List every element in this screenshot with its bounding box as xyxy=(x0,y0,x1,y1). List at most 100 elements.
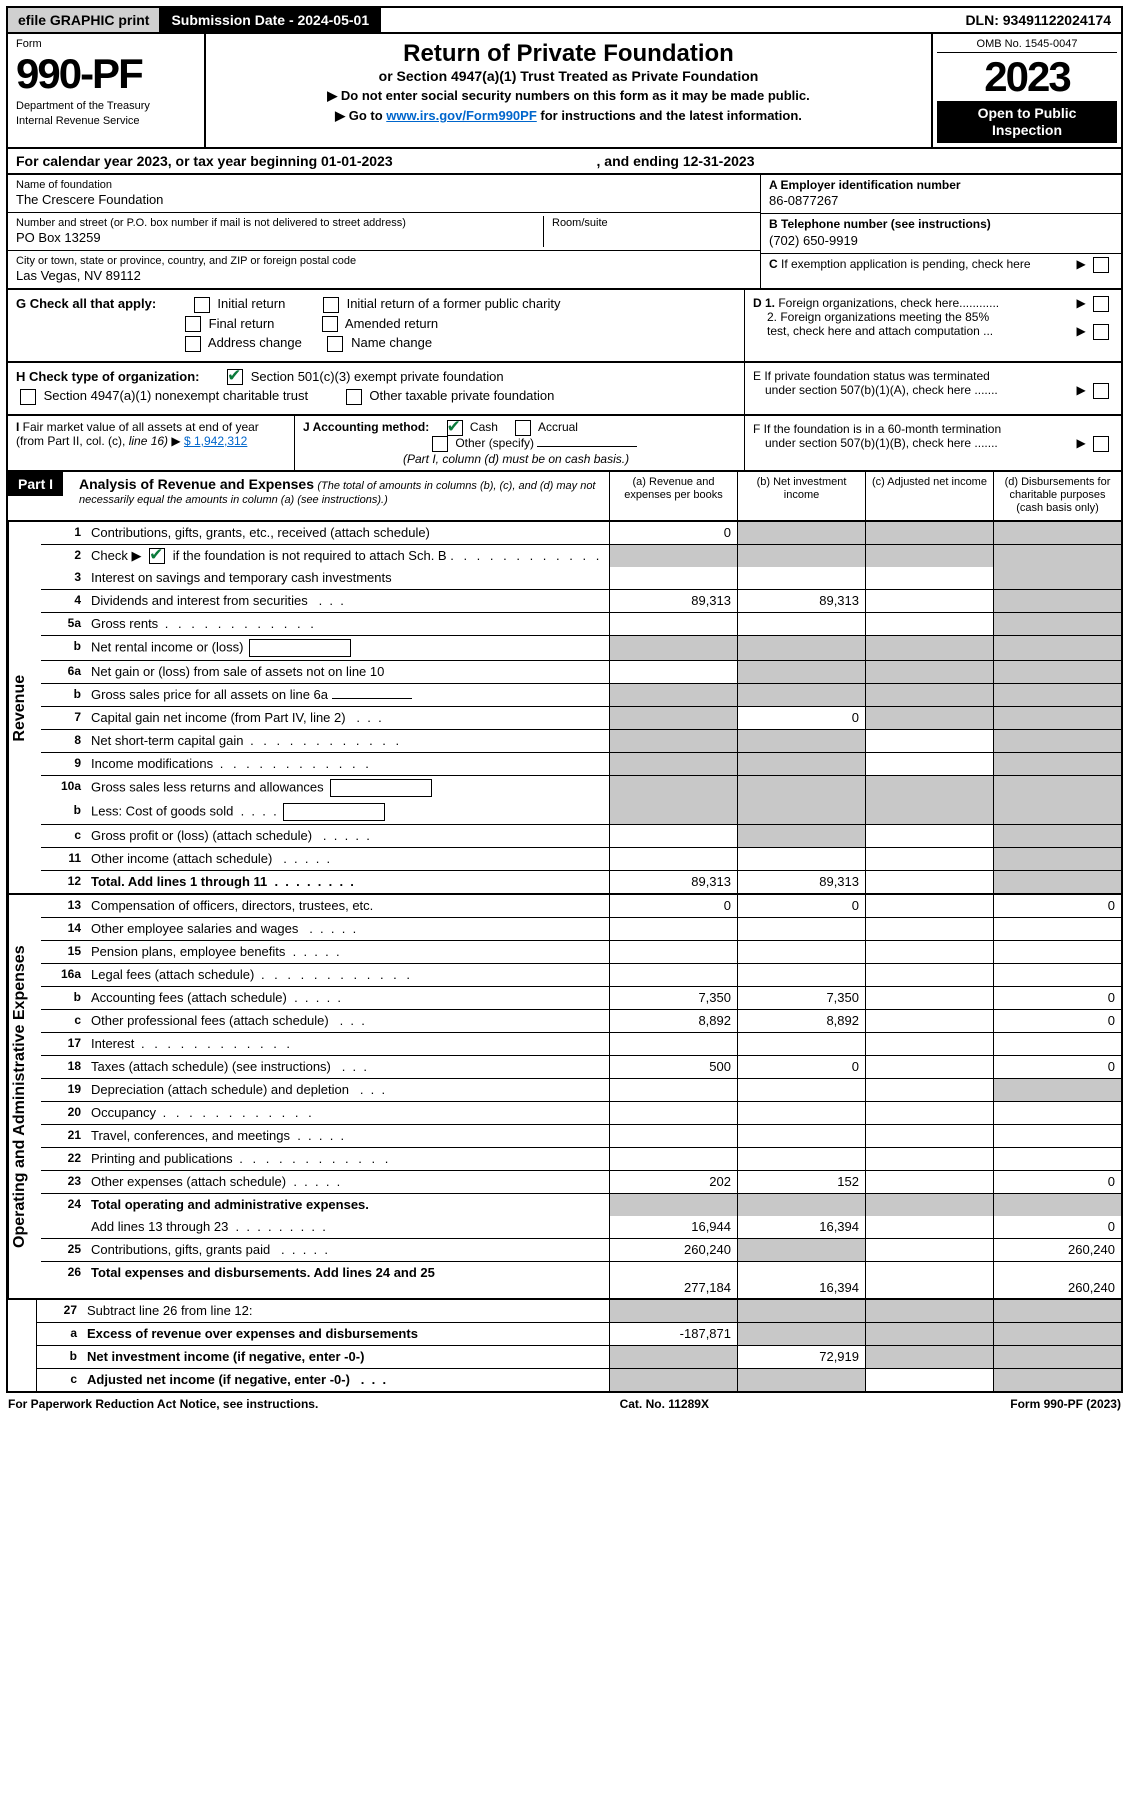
line10b-box xyxy=(283,803,385,821)
col-d-head: (d) Disbursements for charitable purpose… xyxy=(993,472,1121,520)
room-label: Room/suite xyxy=(552,216,752,230)
g-label: G Check all that apply: xyxy=(16,296,156,311)
open-public: Open to Public Inspection xyxy=(937,101,1117,143)
phone-label: B Telephone number (see instructions) xyxy=(769,217,1113,233)
h-label: H Check type of organization: xyxy=(16,369,199,384)
footer: For Paperwork Reduction Act Notice, see … xyxy=(6,1393,1123,1415)
form-header: Form 990-PF Department of the Treasury I… xyxy=(6,34,1123,149)
ein-cell: A Employer identification number 86-0877… xyxy=(761,175,1121,214)
instr-2: ▶ Go to www.irs.gov/Form990PF for instru… xyxy=(216,108,921,124)
c-label: C If exemption application is pending, c… xyxy=(769,257,1031,271)
part1-label-wrap: Part I xyxy=(8,472,71,520)
ein-value: 86-0877267 xyxy=(769,193,1113,210)
expenses-table: Operating and Administrative Expenses 13… xyxy=(6,895,1123,1300)
tax-year: 2023 xyxy=(937,53,1117,101)
chk-f[interactable] xyxy=(1093,436,1109,452)
col-a-head: (a) Revenue and expenses per books xyxy=(609,472,737,520)
i-j-section: I Fair market value of all assets at end… xyxy=(8,416,744,470)
footer-mid: Cat. No. 11289X xyxy=(620,1397,709,1411)
sub-title: or Section 4947(a)(1) Trust Treated as P… xyxy=(216,68,921,84)
phone-value: (702) 650-9919 xyxy=(769,233,1113,250)
info-block: Name of foundation The Crescere Foundati… xyxy=(6,175,1123,291)
street-address: PO Box 13259 xyxy=(16,230,543,247)
top-bar: efile GRAPHIC print Submission Date - 20… xyxy=(6,6,1123,34)
form-number: 990-PF xyxy=(16,50,196,98)
foundation-name: The Crescere Foundation xyxy=(16,192,752,209)
col-c-head: (c) Adjusted net income xyxy=(865,472,993,520)
cal-year-begin: For calendar year 2023, or tax year begi… xyxy=(16,153,393,169)
revenue-label: Revenue xyxy=(8,522,41,894)
chk-name-change[interactable] xyxy=(327,336,343,352)
form-number-cell: Form 990-PF Department of the Treasury I… xyxy=(8,34,206,147)
chk-initial-former[interactable] xyxy=(323,297,339,313)
chk-501c3[interactable] xyxy=(227,369,243,385)
footer-right: Form 990-PF (2023) xyxy=(1010,1397,1121,1411)
spacer xyxy=(381,8,955,32)
part1-label: Part I xyxy=(8,472,63,496)
instr2-pre: ▶ Go to xyxy=(335,108,386,123)
addr-cell: Number and street (or P.O. box number if… xyxy=(8,213,760,251)
revenue-rows: 1Contributions, gifts, grants, etc., rec… xyxy=(41,522,1121,894)
ein-label: A Employer identification number xyxy=(769,178,1113,194)
g-d-row: G Check all that apply: Initial return I… xyxy=(6,290,1123,363)
city-cell: City or town, state or province, country… xyxy=(8,251,760,288)
chk-other-taxable[interactable] xyxy=(346,389,362,405)
form-link[interactable]: www.irs.gov/Form990PF xyxy=(386,108,537,123)
line27-rows: 27Subtract line 26 from line 12: aExcess… xyxy=(37,1300,1121,1391)
chk-e[interactable] xyxy=(1093,383,1109,399)
chk-sch-b[interactable] xyxy=(149,548,165,564)
d-section: D 1. Foreign organizations, check here..… xyxy=(744,290,1121,361)
c-cell: C If exemption application is pending, c… xyxy=(761,254,1121,276)
name-label: Name of foundation xyxy=(16,178,752,192)
efile-label: efile GRAPHIC print xyxy=(8,8,161,32)
chk-cash[interactable] xyxy=(447,420,463,436)
f-section: F If the foundation is in a 60-month ter… xyxy=(744,416,1121,470)
main-title: Return of Private Foundation xyxy=(216,40,921,68)
chk-4947[interactable] xyxy=(20,389,36,405)
year-cell: OMB No. 1545-0047 2023 Open to Public In… xyxy=(931,34,1121,147)
d2-line: 2. Foreign organizations meeting the 85%… xyxy=(767,310,1113,338)
open-public-1: Open to Public xyxy=(937,105,1117,122)
chk-d2[interactable] xyxy=(1093,324,1109,340)
fmv-link[interactable]: $ 1,942,312 xyxy=(184,434,247,448)
form-label: Form xyxy=(16,38,196,50)
chk-initial-return[interactable] xyxy=(194,297,210,313)
info-right: A Employer identification number 86-0877… xyxy=(760,175,1121,289)
title-cell: Return of Private Foundation or Section … xyxy=(206,34,931,147)
line5b-box xyxy=(249,639,351,657)
chk-final-return[interactable] xyxy=(185,316,201,332)
g-section: G Check all that apply: Initial return I… xyxy=(8,290,744,361)
name-cell: Name of foundation The Crescere Foundati… xyxy=(8,175,760,213)
chk-amended[interactable] xyxy=(322,316,338,332)
dln: DLN: 93491122024174 xyxy=(955,8,1121,32)
e-section: E If private foundation status was termi… xyxy=(744,363,1121,414)
omb-number: OMB No. 1545-0047 xyxy=(937,38,1117,53)
chk-other-method[interactable] xyxy=(432,436,448,452)
part1-header-row: Part I Analysis of Revenue and Expenses … xyxy=(6,472,1123,522)
calendar-year: For calendar year 2023, or tax year begi… xyxy=(6,149,1123,175)
j-section: J Accounting method: Cash Accrual Other … xyxy=(295,416,744,470)
info-left: Name of foundation The Crescere Foundati… xyxy=(8,175,760,289)
open-public-2: Inspection xyxy=(937,122,1117,139)
h-section: H Check type of organization: Section 50… xyxy=(8,363,744,414)
submission-date: Submission Date - 2024-05-01 xyxy=(161,8,381,32)
c-checkbox[interactable] xyxy=(1093,257,1109,273)
city-label: City or town, state or province, country… xyxy=(16,254,752,268)
h-e-row: H Check type of organization: Section 50… xyxy=(6,363,1123,416)
chk-d1[interactable] xyxy=(1093,296,1109,312)
chk-accrual[interactable] xyxy=(515,420,531,436)
col-b-head: (b) Net investment income xyxy=(737,472,865,520)
f-line: F If the foundation is in a 60-month ter… xyxy=(753,422,1113,450)
revenue-table: Revenue 1Contributions, gifts, grants, e… xyxy=(6,522,1123,896)
phone-cell: B Telephone number (see instructions) (7… xyxy=(761,214,1121,253)
footer-left: For Paperwork Reduction Act Notice, see … xyxy=(8,1397,318,1411)
part1-title: Analysis of Revenue and Expenses xyxy=(79,476,314,492)
line10a-box xyxy=(330,779,432,797)
instr2-post: for instructions and the latest informat… xyxy=(540,108,801,123)
line27-table: 27Subtract line 26 from line 12: aExcess… xyxy=(6,1300,1123,1393)
e-line: E If private foundation status was termi… xyxy=(753,369,1113,397)
irs: Internal Revenue Service xyxy=(16,115,196,128)
chk-address-change[interactable] xyxy=(185,336,201,352)
i-j-f-row: I Fair market value of all assets at end… xyxy=(6,416,1123,472)
d1-line: D 1. Foreign organizations, check here..… xyxy=(753,296,1113,310)
